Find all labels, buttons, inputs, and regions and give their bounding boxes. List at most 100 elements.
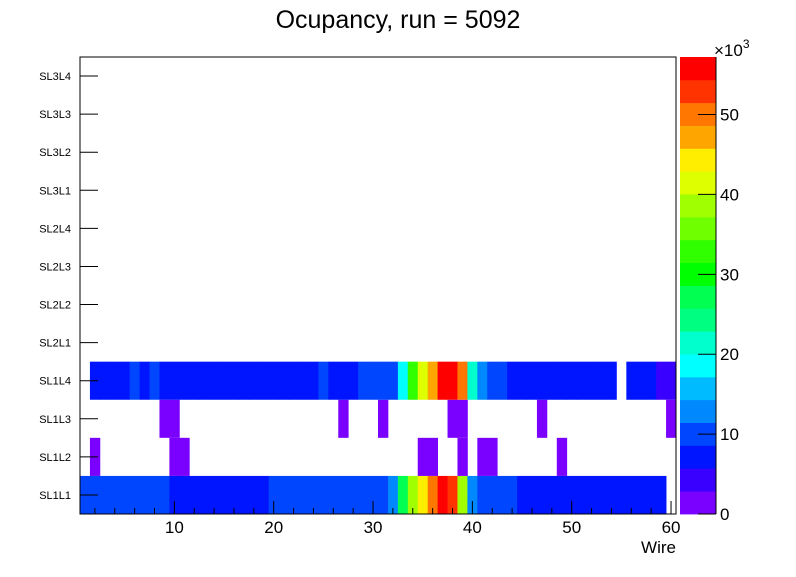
heatmap-cell <box>507 361 518 400</box>
y-tick-label: SL3L2 <box>39 147 71 159</box>
y-tick-label: SL2L3 <box>39 261 71 273</box>
heatmap-cell <box>626 475 637 514</box>
heatmap-cell <box>238 361 250 400</box>
heatmap-cell <box>348 475 359 514</box>
colorbar-band <box>680 194 716 218</box>
heatmap-cell <box>159 399 170 438</box>
heatmap-cell <box>596 475 607 514</box>
heatmap-cell <box>238 475 250 514</box>
colorbar-tick-label: 30 <box>720 265 739 284</box>
heatmap-cell <box>199 475 210 514</box>
colorbar-band <box>680 376 716 401</box>
heatmap-cell <box>556 437 568 476</box>
heatmap-cell <box>278 475 289 514</box>
heatmap-cell <box>457 361 468 400</box>
heatmap-cell <box>338 399 349 438</box>
heatmap-cell <box>397 361 409 400</box>
heatmap-cell <box>209 361 220 400</box>
heatmap-cell <box>338 361 349 400</box>
colorbar-tick-label: 40 <box>720 185 739 204</box>
colorbar-band <box>680 57 716 81</box>
heatmap-cell <box>546 361 558 400</box>
heatmap-cell <box>387 361 399 400</box>
heatmap-cell <box>407 361 419 400</box>
heatmap-cell <box>229 475 240 514</box>
heatmap-cell <box>318 475 329 514</box>
heatmap-cell <box>457 437 468 476</box>
heatmap-cell <box>248 475 260 514</box>
heatmap-cell <box>427 361 438 400</box>
heatmap-cell <box>497 475 508 514</box>
heatmap-cell <box>566 361 578 400</box>
colorbar-tick-label: 10 <box>720 425 739 444</box>
x-tick-label: 60 <box>662 518 681 537</box>
heatmap-cell <box>338 475 349 514</box>
heatmap-cell <box>258 361 270 400</box>
y-tick-label: SL3L1 <box>39 185 71 197</box>
colorbar-band <box>680 468 716 492</box>
heatmap-cell <box>169 361 180 400</box>
heatmap-cell <box>298 361 309 400</box>
heatmap-cell <box>536 361 548 400</box>
heatmap-cell <box>109 475 121 514</box>
heatmap-cell <box>169 399 180 438</box>
heatmap-cell <box>119 361 131 400</box>
heatmap-cell <box>159 475 170 514</box>
x-tick-label: 10 <box>165 518 184 537</box>
heatmap-cell <box>457 475 468 514</box>
heatmap-cell <box>368 361 379 400</box>
x-axis-label: Wire <box>641 538 676 557</box>
heatmap-cell <box>527 475 538 514</box>
heatmap-cell <box>149 361 160 400</box>
heatmap-cell <box>328 475 339 514</box>
heatmap-cell <box>646 475 657 514</box>
heatmap-cell <box>149 475 160 514</box>
heatmap-cell <box>417 437 429 476</box>
heatmap-cell <box>487 361 498 400</box>
colorbar-band <box>680 399 716 423</box>
heatmap-cell <box>288 475 299 514</box>
heatmap-cell <box>179 437 190 476</box>
colorbar-band <box>680 354 716 378</box>
y-tick-label: SL1L2 <box>39 452 71 464</box>
heatmap-cell <box>139 361 150 400</box>
heatmap-cell <box>308 361 319 400</box>
heatmap-cell <box>268 475 280 514</box>
x-tick-label: 30 <box>364 518 383 537</box>
heatmap-cell <box>576 475 587 514</box>
heatmap-cell <box>179 475 190 514</box>
heatmap-cell <box>666 399 677 438</box>
heatmap-cell <box>646 361 657 400</box>
chart-title: Ocupancy, run = 5092 <box>276 6 521 34</box>
heatmap-cell <box>606 361 617 400</box>
heatmap-cell <box>437 475 448 514</box>
heatmap-cell <box>258 475 270 514</box>
heatmap-cell <box>268 361 280 400</box>
heatmap-cell <box>527 361 538 400</box>
colorbar-tick-label: 0 <box>720 505 729 524</box>
heatmap-cell <box>606 475 617 514</box>
heatmap-cell <box>119 475 131 514</box>
heatmap-cell <box>378 475 389 514</box>
heatmap-cell <box>288 361 299 400</box>
heatmap-cell <box>586 475 597 514</box>
heatmap-cell <box>517 475 528 514</box>
heatmap-cell <box>477 475 488 514</box>
heatmap-cell <box>546 475 558 514</box>
heatmap-cell <box>447 361 458 400</box>
colorbar-band <box>680 491 716 515</box>
y-tick-label: SL3L4 <box>39 71 71 83</box>
heatmap-cell <box>328 361 339 400</box>
heatmap-cell <box>596 361 607 400</box>
heatmap-cell <box>159 361 170 400</box>
heatmap-cell <box>556 361 568 400</box>
heatmap-cell <box>556 475 568 514</box>
heatmap-cell <box>656 475 667 514</box>
heatmap-cell <box>487 475 498 514</box>
colorbar-band <box>680 308 716 332</box>
colorbar-band <box>680 239 716 264</box>
heatmap-cell <box>348 361 359 400</box>
heatmap-cell <box>179 361 190 400</box>
colorbar-tick-label: 50 <box>720 106 739 125</box>
heatmap-cell <box>248 361 260 400</box>
